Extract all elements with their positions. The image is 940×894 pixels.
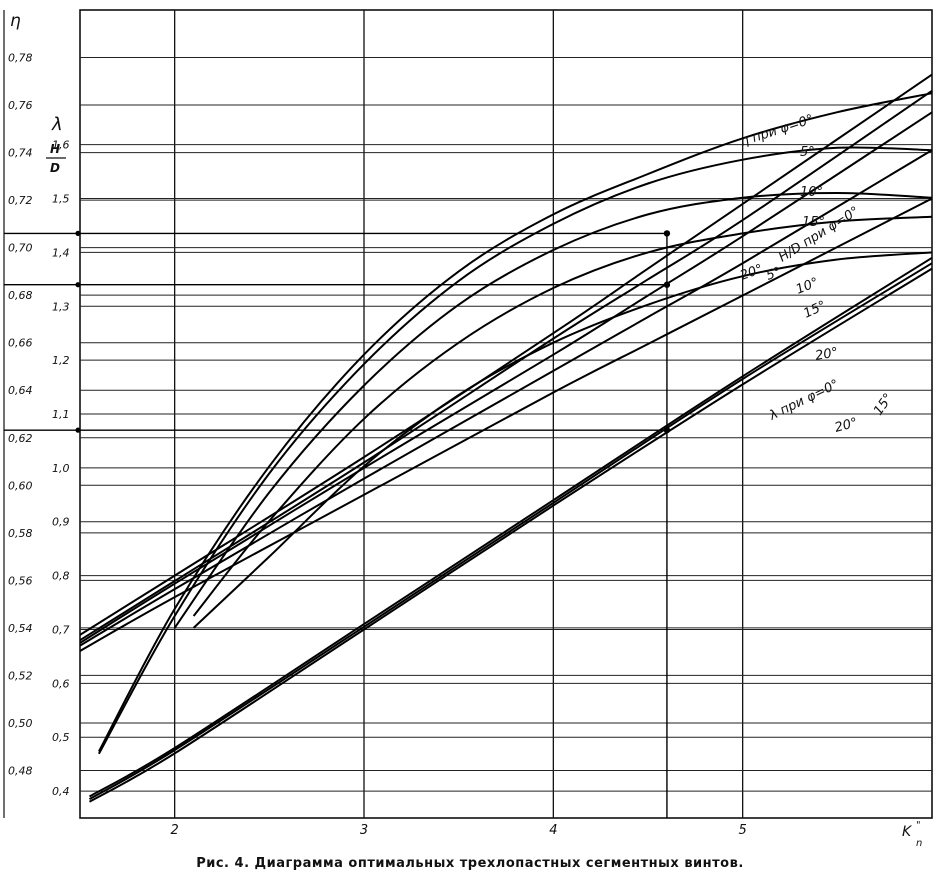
eta-tick-label: 0,66 — [8, 337, 33, 350]
eta-tick-label: 0,64 — [8, 384, 33, 397]
lambda-tick-label: 0,5 — [52, 731, 70, 744]
curve-lambda-11 — [89, 262, 933, 800]
curve-eta-2 — [173, 191, 933, 629]
eta-tick-label: 0,60 — [8, 479, 33, 492]
curve-hd-7 — [79, 111, 933, 644]
eta-tick-label: 0,56 — [8, 574, 33, 587]
lambda-tick-label: 1,4 — [52, 246, 70, 259]
curve-hd-8 — [79, 149, 933, 647]
eta-tick-label: 0,62 — [8, 432, 33, 445]
eta-tick-label: 0,70 — [8, 242, 33, 255]
hd-axis-label-den: D — [50, 161, 60, 175]
eta-tick-label: 0,54 — [8, 622, 33, 635]
eta-tick-label: 0,48 — [8, 764, 33, 777]
x-tick-label: 3 — [360, 823, 368, 838]
reference-point-hd — [663, 281, 671, 288]
hd-axis-label-num: H — [50, 142, 60, 156]
reference-point-eta — [663, 230, 671, 237]
curve-hd-6 — [79, 89, 933, 642]
x-axis-label: K — [902, 824, 913, 840]
curve-lambda-10 — [89, 256, 933, 798]
eta-tick-label: 0,76 — [8, 99, 33, 112]
chart-caption: Рис. 4. Диаграмма оптимальных трехлопаст… — [196, 856, 744, 871]
lambda-tick-label: 0,9 — [52, 516, 70, 529]
curve-hd-5 — [79, 73, 933, 636]
lambda-tick-label: 0,7 — [52, 623, 70, 636]
curve-label-hd-7: 10° — [794, 275, 821, 298]
curve-label-hd-9: 20° — [814, 345, 839, 364]
curve-label-eta-3: 15° — [802, 215, 825, 230]
curve-label-hd-6: 5° — [764, 265, 783, 284]
curve-lambda-12 — [89, 267, 933, 803]
curve-label-eta-4: 20° — [738, 262, 765, 284]
reference-axis-point-hd — [75, 282, 81, 288]
curve-eta-3 — [192, 215, 933, 617]
reference-point-lambda — [663, 426, 671, 434]
lambda-tick-label: 1,5 — [52, 193, 70, 206]
curve-label-eta-1: 5° — [800, 145, 815, 160]
lambda-tick-label: 1,2 — [52, 354, 70, 367]
x-tick-label: 5 — [739, 823, 747, 838]
x-axis-label-sup: " — [916, 820, 921, 831]
eta-tick-label: 0,78 — [8, 52, 33, 65]
curve-eta-1 — [98, 146, 933, 755]
lambda-tick-label: 1,0 — [52, 462, 70, 475]
x-tick-label: 4 — [549, 823, 557, 838]
lambda-tick-label: 0,6 — [52, 677, 70, 690]
x-tick-label: 2 — [171, 823, 179, 838]
curve-hd-9 — [79, 197, 933, 652]
eta-tick-label: 0,72 — [8, 194, 33, 207]
x-axis-label-sub: n — [916, 838, 922, 849]
eta-tick-label: 0,50 — [8, 717, 33, 730]
curve-label-lambda-12: 20° — [833, 415, 859, 435]
eta-tick-label: 0,74 — [8, 147, 33, 160]
curve-label-lambda-10: λ при φ=0° — [766, 377, 841, 424]
eta-axis-label: η — [10, 11, 21, 31]
reference-axis-point-lambda — [75, 427, 81, 433]
lambda-axis-label: λ — [51, 114, 63, 135]
lambda-tick-label: 1,3 — [52, 300, 70, 313]
lambda-tick-label: 1,6 — [52, 139, 70, 152]
curve-label-hd-8: 15° — [801, 298, 828, 321]
eta-tick-label: 0,52 — [8, 669, 33, 682]
eta-tick-label: 0,58 — [8, 527, 33, 540]
lambda-tick-label: 0,4 — [52, 785, 70, 798]
lambda-tick-label: 0,8 — [52, 570, 70, 583]
eta-tick-label: 0,68 — [8, 289, 33, 302]
reference-axis-point-eta — [75, 230, 81, 236]
lambda-tick-label: 1,1 — [52, 408, 70, 421]
curve-label-eta-2: 10° — [800, 185, 823, 200]
